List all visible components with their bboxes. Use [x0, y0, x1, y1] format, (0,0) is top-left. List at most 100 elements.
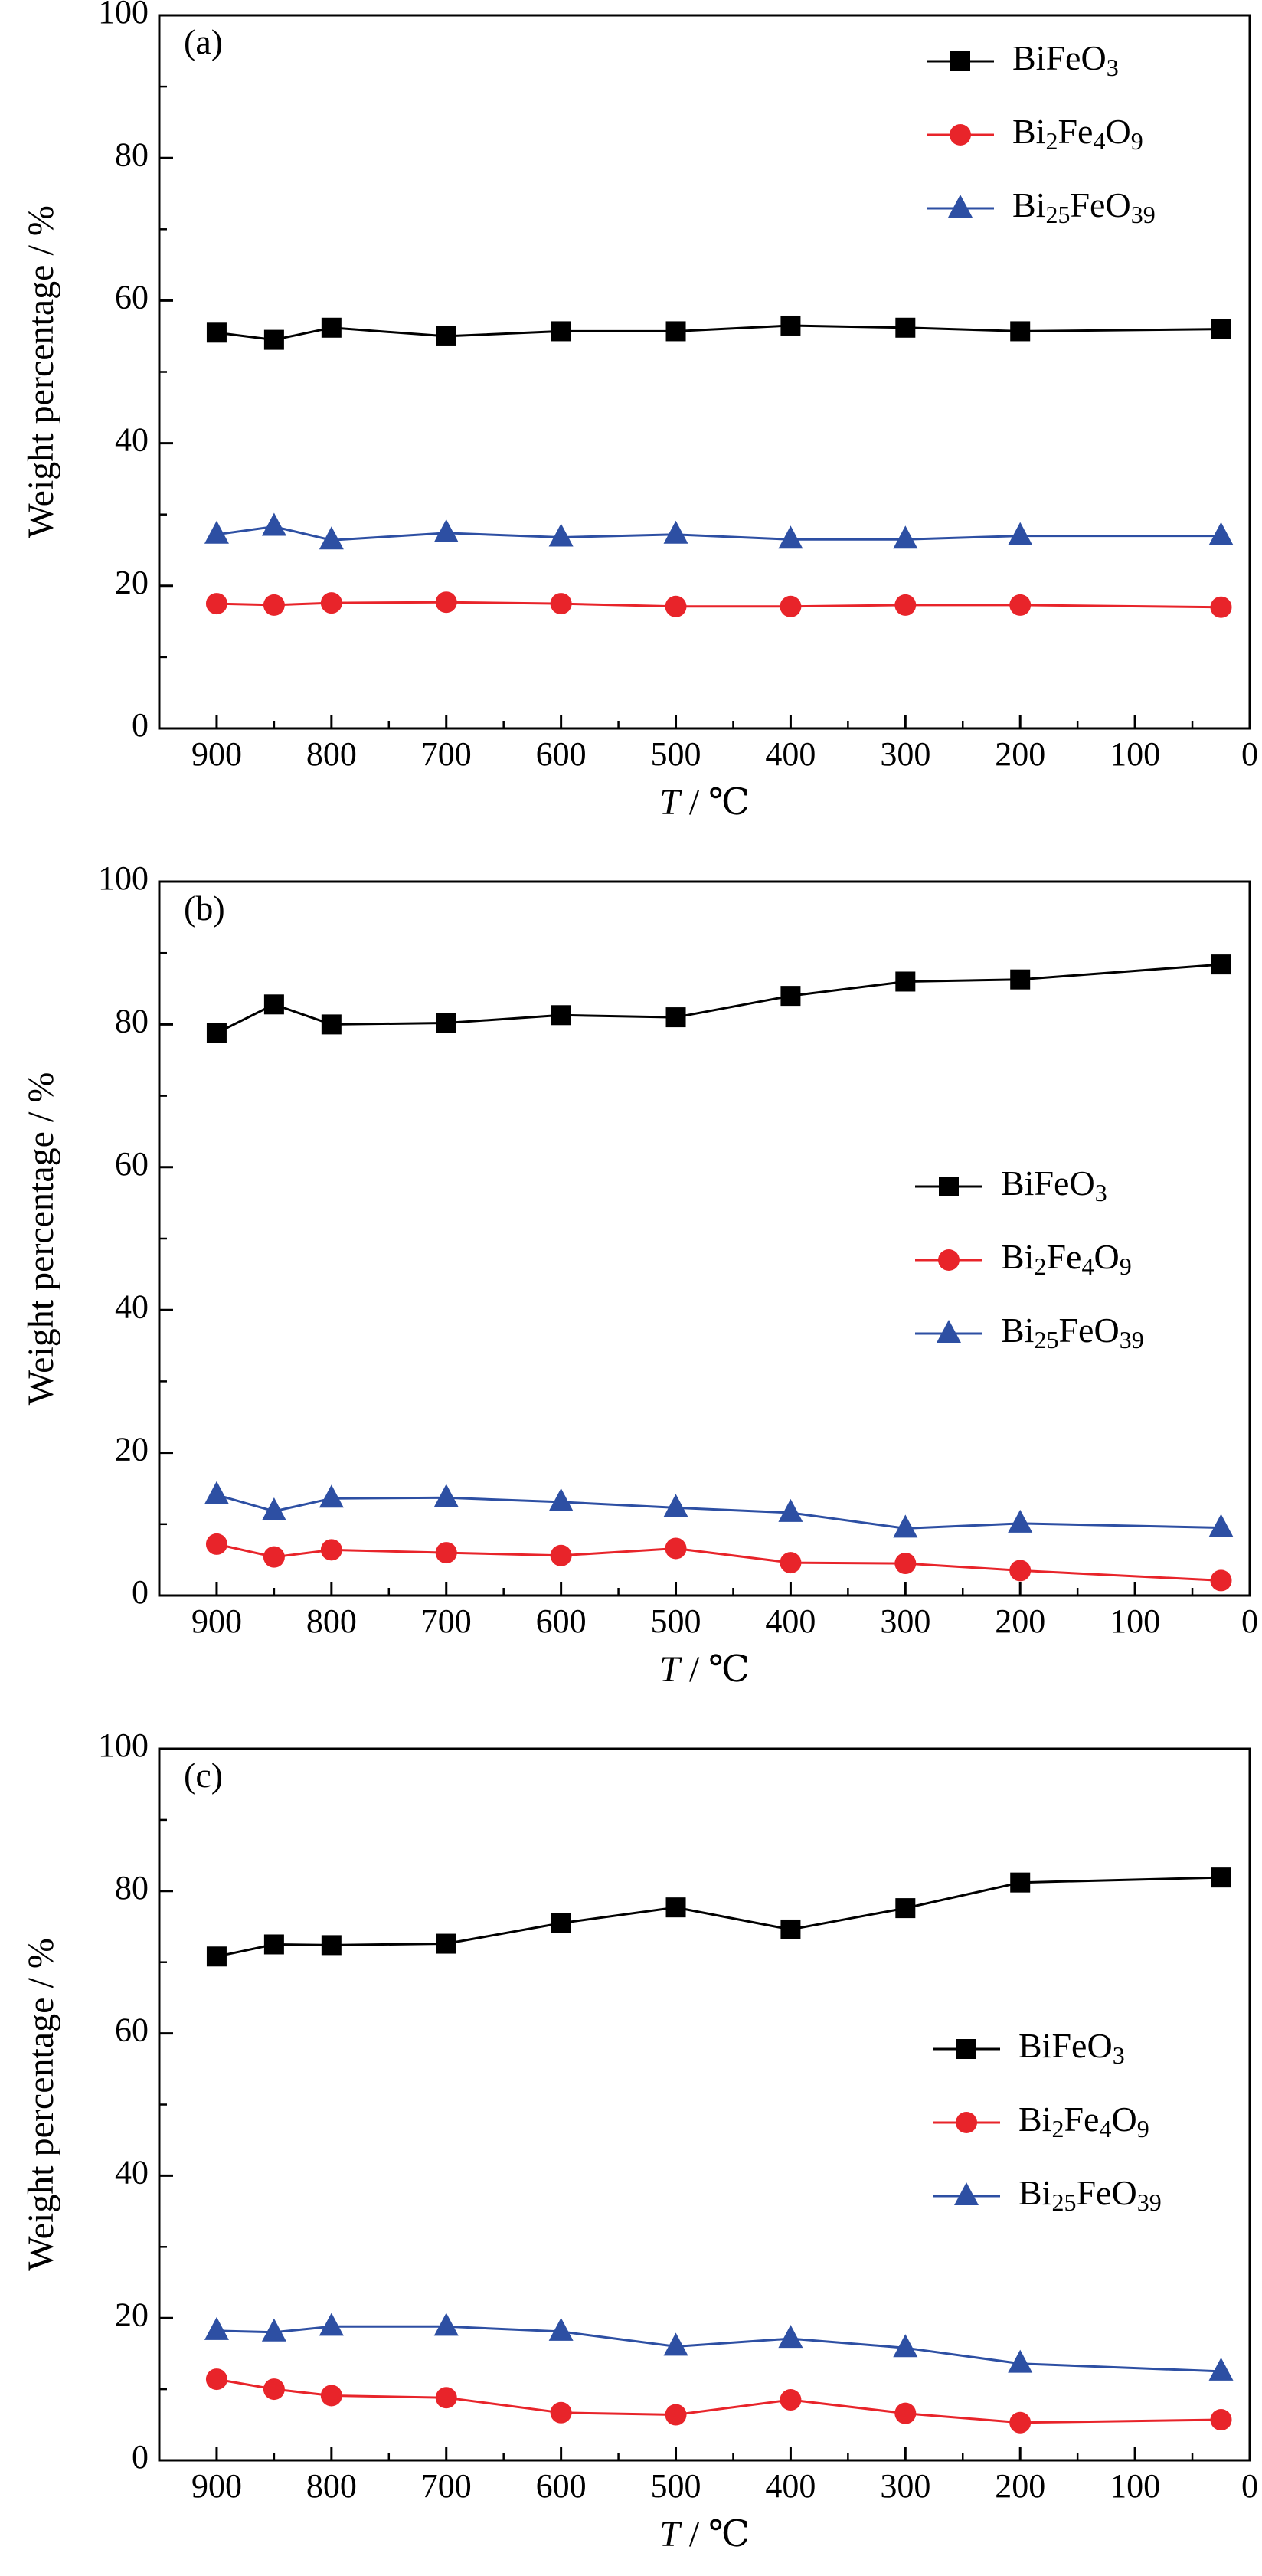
series-Bi25FeO39 — [204, 2313, 1234, 2381]
x-tick-label: 300 — [880, 1602, 930, 1640]
legend-label: Bi2Fe4O9 — [1018, 2100, 1149, 2143]
x-tick-label: 600 — [536, 735, 587, 773]
y-tick-label: 80 — [115, 136, 149, 173]
data-point-Bi25FeO39 — [204, 2316, 229, 2340]
legend-marker — [954, 2182, 979, 2205]
data-point-BiFeO3 — [321, 317, 342, 338]
x-tick-label: 300 — [880, 735, 930, 773]
data-point-Bi2Fe4O9 — [1009, 594, 1032, 616]
data-point-BiFeO3 — [780, 315, 801, 336]
legend-marker — [956, 2112, 977, 2133]
y-tick-label: 60 — [115, 278, 149, 316]
legend-marker — [950, 51, 970, 71]
series-line-Bi2Fe4O9 — [216, 1543, 1221, 1582]
legend: BiFeO3 Bi2Fe4O9 Bi25FeO39 — [933, 2026, 1162, 2217]
y-axis-label: Weight percentage / % — [21, 205, 61, 538]
data-point-Bi2Fe4O9 — [894, 2402, 917, 2424]
data-point-Bi25FeO39 — [548, 523, 574, 547]
data-point-Bi2Fe4O9 — [263, 594, 285, 616]
y-tick-label: 60 — [115, 2011, 149, 2049]
data-point-Bi25FeO39 — [319, 526, 344, 550]
data-point-Bi2Fe4O9 — [780, 595, 802, 617]
data-point-Bi25FeO39 — [261, 1497, 286, 1521]
series-line-Bi25FeO39 — [216, 525, 1221, 542]
legend-marker — [956, 2039, 976, 2059]
data-point-Bi2Fe4O9 — [320, 592, 342, 614]
panel-label: (a) — [184, 22, 223, 61]
data-point-Bi25FeO39 — [204, 520, 229, 544]
x-tick-label: 100 — [1110, 2467, 1160, 2505]
data-point-Bi25FeO39 — [261, 2318, 286, 2342]
data-point-Bi25FeO39 — [1208, 522, 1234, 545]
data-point-Bi25FeO39 — [433, 1484, 459, 1507]
x-tick-label: 800 — [306, 2467, 357, 2505]
y-tick-label: 100 — [98, 1727, 149, 1764]
data-point-Bi2Fe4O9 — [550, 2401, 572, 2424]
legend-label: Bi25FeO39 — [1018, 2173, 1162, 2217]
series-line-Bi2Fe4O9 — [216, 601, 1221, 609]
data-point-BiFeO3 — [780, 1919, 801, 1939]
y-tick-label: 80 — [115, 1002, 149, 1039]
x-tick-label: 400 — [765, 1602, 816, 1640]
legend-entry-Bi2Fe4O9: Bi2Fe4O9 — [927, 112, 1143, 155]
legend-entry-Bi25FeO39: Bi25FeO39 — [933, 2173, 1162, 2217]
x-tick-label: 700 — [421, 2467, 472, 2505]
data-point-Bi25FeO39 — [261, 512, 286, 536]
data-point-Bi2Fe4O9 — [894, 1553, 917, 1575]
data-point-Bi25FeO39 — [778, 1498, 803, 1522]
y-axis-label: Weight percentage / % — [21, 1072, 61, 1406]
data-point-Bi25FeO39 — [433, 519, 459, 542]
data-point-BiFeO3 — [321, 1014, 342, 1035]
x-tick-label: 200 — [995, 735, 1045, 773]
x-tick-label: 500 — [651, 735, 701, 773]
data-point-Bi25FeO39 — [893, 1514, 918, 1538]
data-point-Bi25FeO39 — [319, 2313, 344, 2336]
y-tick-label: 100 — [98, 0, 149, 31]
data-point-Bi25FeO39 — [778, 2325, 803, 2349]
legend-marker — [938, 1249, 960, 1271]
data-point-Bi2Fe4O9 — [320, 2385, 342, 2407]
legend-marker — [950, 124, 971, 146]
legend-entry-Bi25FeO39: Bi25FeO39 — [915, 1311, 1144, 1353]
x-tick-label: 500 — [651, 1602, 701, 1640]
data-point-Bi2Fe4O9 — [263, 2378, 285, 2401]
x-tick-label: 700 — [421, 735, 472, 773]
data-point-Bi25FeO39 — [319, 1484, 344, 1508]
y-tick-label: 0 — [132, 706, 149, 744]
data-point-Bi2Fe4O9 — [1009, 2411, 1032, 2434]
data-point-Bi2Fe4O9 — [550, 593, 572, 615]
data-point-BiFeO3 — [1010, 1872, 1031, 1893]
chart-panel-a: 0 20 40 60 80 100 900 800 700 600 500 400 300 200 100 0… — [21, 0, 1258, 823]
chart-panel-b: 0 20 40 60 80 100 900 800 700 600 500 400 300 200 100 0… — [21, 859, 1258, 1690]
data-point-BiFeO3 — [1010, 969, 1031, 990]
legend-entry-Bi2Fe4O9: Bi2Fe4O9 — [915, 1237, 1132, 1280]
data-point-Bi25FeO39 — [1008, 1509, 1033, 1533]
x-tick-label: 400 — [765, 2467, 816, 2505]
data-point-Bi2Fe4O9 — [435, 1542, 457, 1564]
legend-label: Bi25FeO39 — [1012, 185, 1156, 229]
y-tick-label: 20 — [115, 564, 149, 601]
series-line-Bi25FeO39 — [216, 2325, 1221, 2373]
legend: BiFeO3 Bi2Fe4O9 Bi25FeO39 — [915, 1164, 1144, 1353]
data-point-BiFeO3 — [436, 1933, 456, 1954]
y-axis-label: Weight percentage / % — [21, 1938, 61, 2271]
x-tick-label: 100 — [1110, 735, 1160, 773]
x-axis-label: T / ℃ — [659, 782, 750, 823]
x-tick-label: 800 — [306, 1602, 357, 1640]
data-point-Bi25FeO39 — [548, 1488, 574, 1511]
data-point-BiFeO3 — [436, 326, 456, 346]
data-point-BiFeO3 — [263, 329, 284, 350]
y-tick-label: 80 — [115, 1869, 149, 1907]
data-point-Bi2Fe4O9 — [665, 1537, 687, 1560]
series-line-BiFeO3 — [216, 324, 1221, 342]
data-point-BiFeO3 — [263, 1934, 284, 1955]
data-point-Bi25FeO39 — [663, 520, 688, 544]
series-BiFeO3 — [206, 315, 1231, 350]
x-tick-label: 600 — [536, 2467, 587, 2505]
panel-label: (b) — [184, 889, 225, 928]
series-line-Bi2Fe4O9 — [216, 2378, 1221, 2424]
data-point-Bi2Fe4O9 — [780, 1552, 802, 1574]
data-point-Bi2Fe4O9 — [1009, 1560, 1032, 1582]
